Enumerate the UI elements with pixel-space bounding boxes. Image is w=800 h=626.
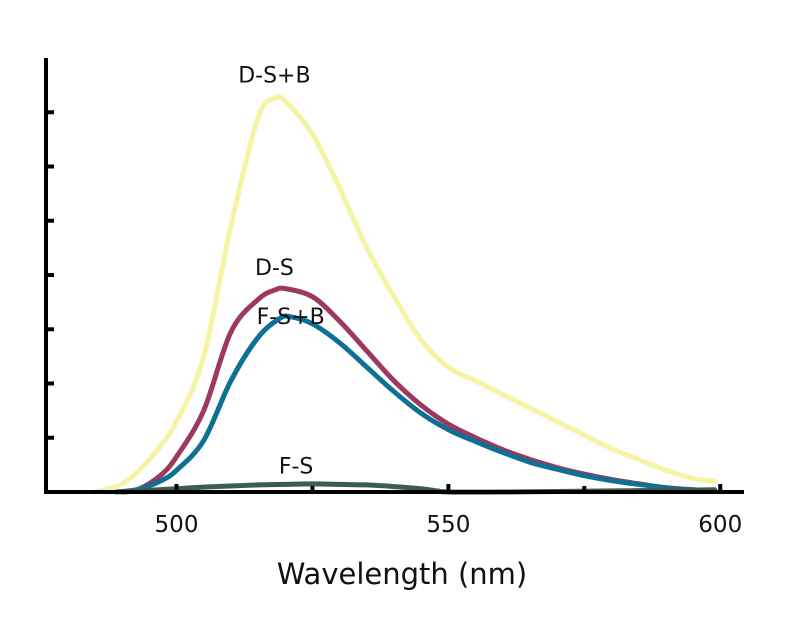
axes: 500 550 600 (44, 58, 744, 538)
ticks: 500 550 600 (46, 110, 742, 538)
x-tick-label-550: 550 (426, 512, 470, 538)
series-label-f-s: F-S (279, 455, 314, 480)
series-line-d-s-b (92, 94, 718, 495)
series-label-d-s: D-S (255, 256, 294, 281)
series-label-d-s-b: D-S+B (238, 63, 310, 88)
series-layer (92, 94, 718, 495)
x-tick-label-500: 500 (155, 512, 199, 538)
series-line-f-s-b (114, 313, 718, 495)
x-tick-label-600: 600 (698, 512, 742, 538)
series-labels: D-S+B D-S F-S+B F-S (238, 63, 325, 479)
series-label-f-s-b: F-S+B (257, 305, 325, 330)
x-axis-title: Wavelength (nm) (277, 557, 528, 591)
